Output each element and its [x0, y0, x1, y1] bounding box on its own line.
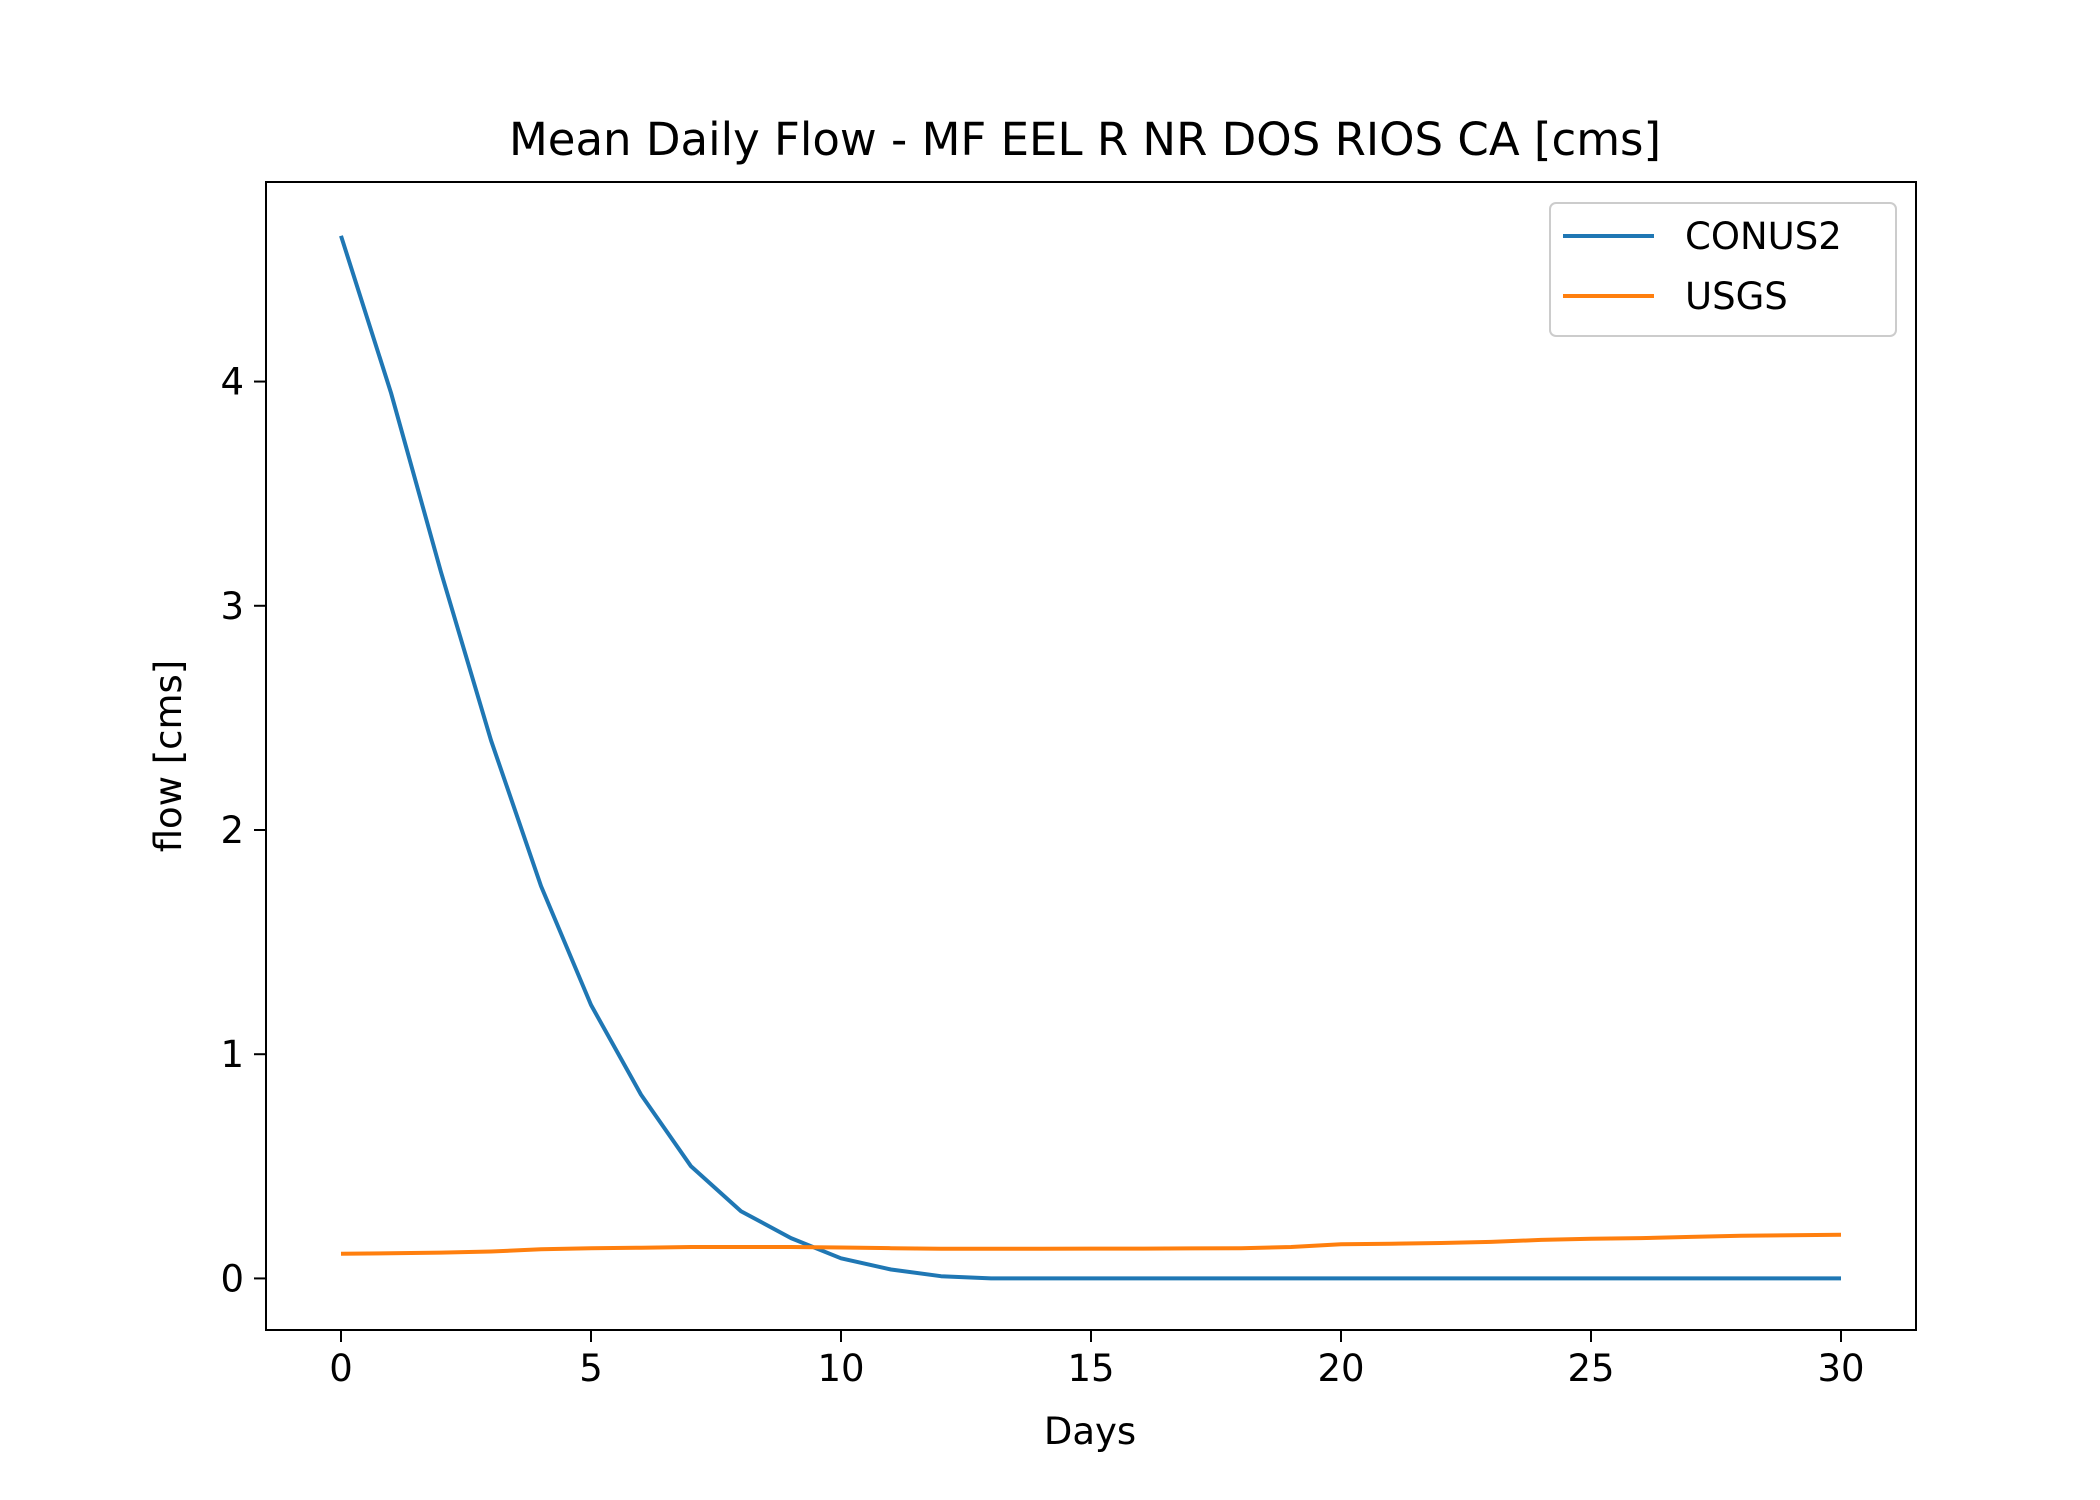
y-axis: 0 1 2 3 4	[220, 361, 266, 1300]
series-line-usgs	[340, 1232, 1842, 1256]
x-tick-label: 15	[1067, 1347, 1114, 1390]
x-axis-label: Days	[1044, 1410, 1136, 1453]
legend-label-usgs: USGS	[1685, 275, 1788, 318]
x-axis: 0 5 10 15 20 25 30	[329, 1330, 1865, 1390]
series-line-conus2	[339, 235, 1841, 1281]
y-axis-label: flow [cms]	[147, 660, 190, 853]
series-layer	[339, 235, 1842, 1281]
y-tick-label: 4	[220, 361, 244, 404]
x-tick-label: 5	[579, 1347, 603, 1390]
x-tick-label: 20	[1317, 1347, 1364, 1390]
x-tick-label: 0	[329, 1347, 353, 1390]
y-tick-label: 1	[220, 1033, 244, 1076]
legend-label-conus2: CONUS2	[1685, 215, 1842, 258]
x-tick-label: 30	[1817, 1347, 1864, 1390]
chart-title: Mean Daily Flow - MF EEL R NR DOS RIOS C…	[509, 113, 1661, 166]
y-tick-label: 0	[220, 1257, 244, 1300]
x-tick-label: 10	[817, 1347, 864, 1390]
y-tick-label: 3	[220, 585, 244, 628]
legend: CONUS2 USGS	[1549, 202, 1897, 337]
plot-area	[266, 182, 1916, 1330]
x-tick-label: 25	[1567, 1347, 1614, 1390]
y-tick-label: 2	[220, 809, 244, 852]
